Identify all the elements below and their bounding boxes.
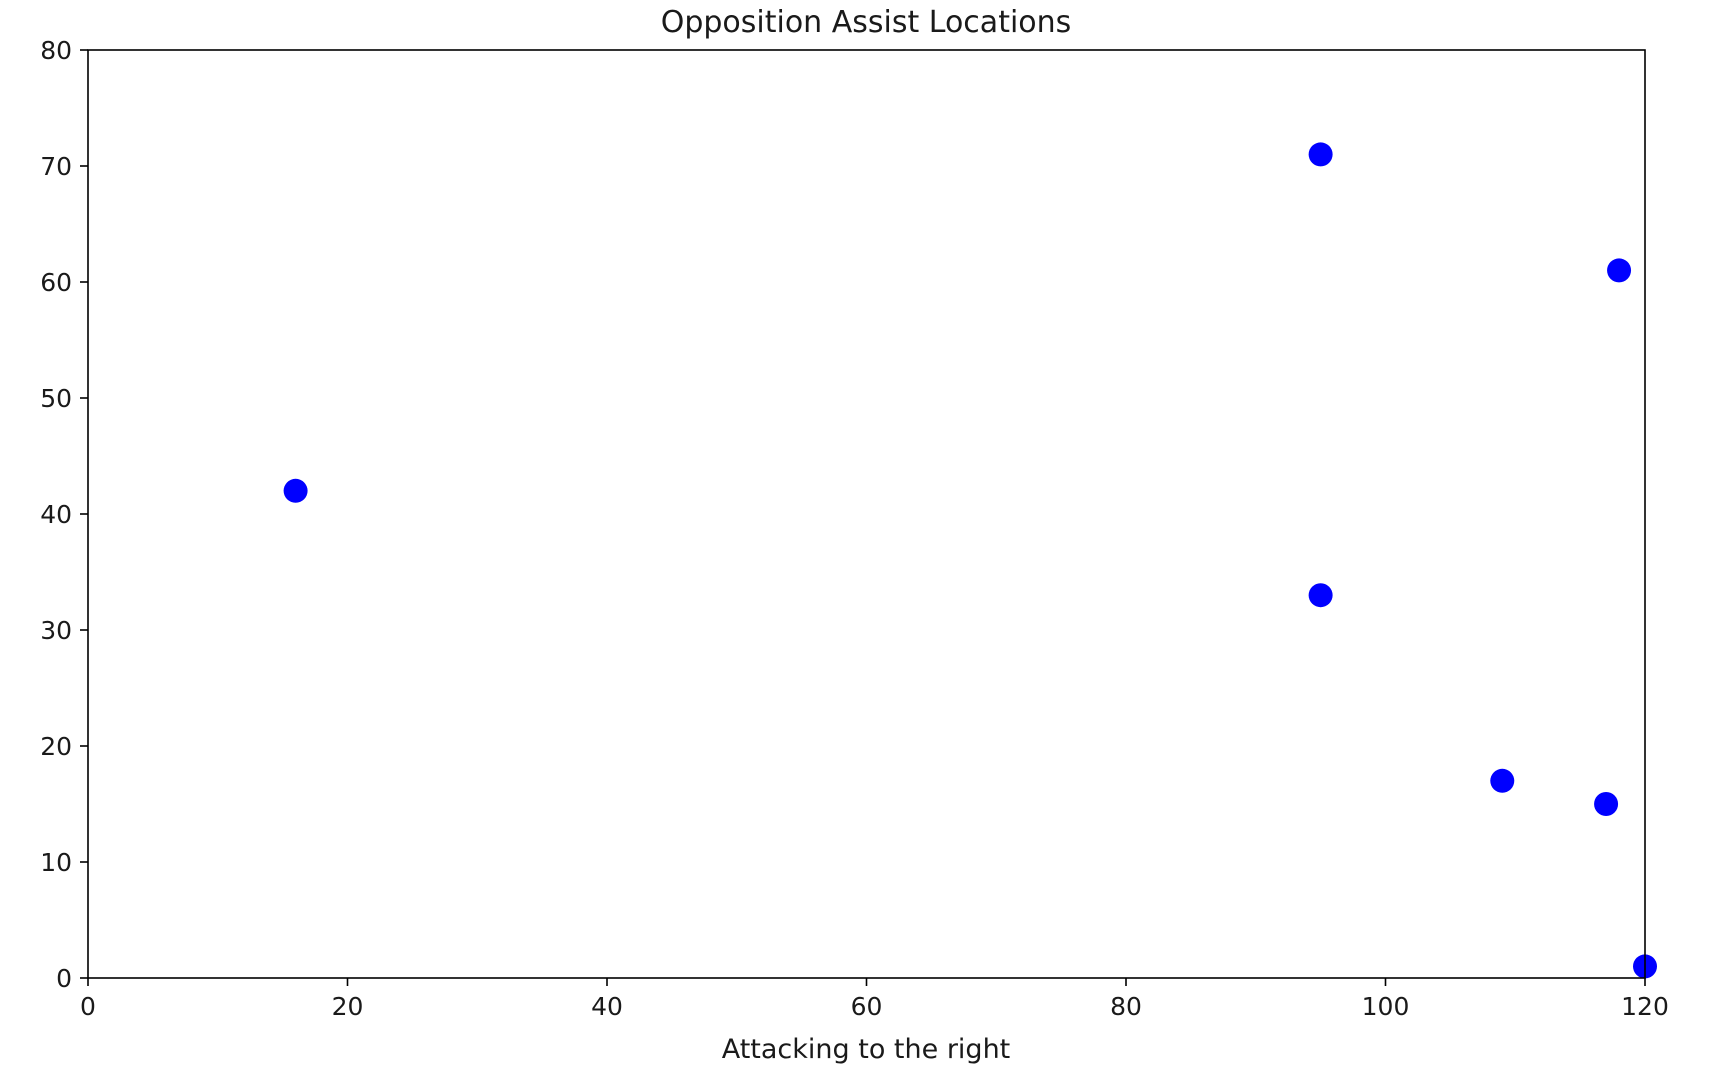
y-tick-label: 30 [40, 616, 72, 645]
chart-title: Opposition Assist Locations [661, 5, 1072, 40]
y-axis-ticks: 0 10 20 30 40 50 60 70 80 [40, 36, 88, 993]
y-tick-label: 40 [40, 500, 72, 529]
y-tick-label: 50 [40, 384, 72, 413]
plot-frame [87, 49, 1646, 979]
x-axis-ticks: 0 20 40 60 80 100 120 [80, 978, 1669, 1021]
y-tick-label: 20 [40, 732, 72, 761]
x-tick-label: 20 [332, 992, 364, 1021]
y-tick-label: 70 [40, 152, 72, 181]
data-point [1308, 583, 1333, 608]
x-tick-label: 80 [1110, 992, 1142, 1021]
x-tick-label: 100 [1362, 992, 1410, 1021]
data-point [1308, 142, 1333, 167]
y-tick-label: 0 [56, 964, 72, 993]
x-axis-label: Attacking to the right [722, 1034, 1011, 1065]
data-point [1594, 792, 1619, 816]
data-point [283, 478, 308, 503]
y-tick-label: 10 [40, 848, 72, 877]
data-point [1607, 258, 1632, 283]
x-tick-label: 120 [1621, 992, 1669, 1021]
y-tick-label: 80 [40, 36, 72, 65]
x-tick-label: 40 [591, 992, 623, 1021]
x-tick-label: 0 [80, 992, 96, 1021]
data-point [1490, 768, 1515, 793]
y-tick-label: 60 [40, 268, 72, 297]
plot-area [87, 49, 1657, 979]
x-tick-label: 60 [851, 992, 883, 1021]
